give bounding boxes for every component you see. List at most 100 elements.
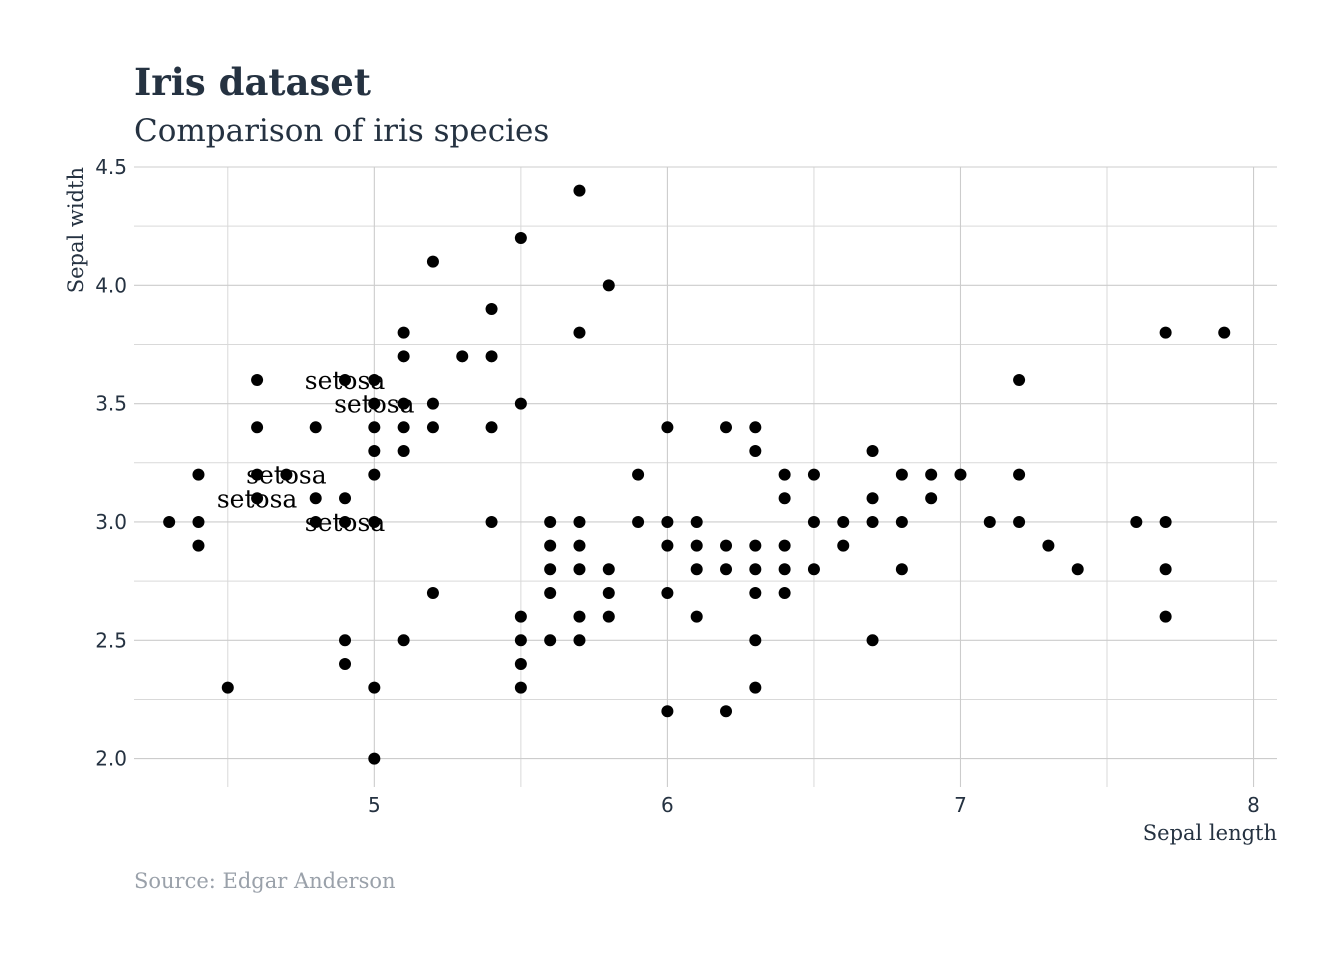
data-point <box>690 610 703 623</box>
data-point <box>309 421 322 434</box>
data-point <box>339 492 352 505</box>
data-point <box>192 468 205 481</box>
x-axis-title: Sepal length <box>1143 821 1277 845</box>
data-point <box>1013 515 1026 528</box>
data-point <box>866 515 879 528</box>
data-point <box>866 492 879 505</box>
data-point <box>866 444 879 457</box>
data-point <box>514 634 527 647</box>
data-point <box>514 657 527 670</box>
data-point <box>749 539 762 552</box>
data-point <box>397 326 410 339</box>
data-point <box>485 421 498 434</box>
data-point <box>778 586 791 599</box>
point-annotation: setosa <box>334 390 415 419</box>
data-point <box>720 563 733 576</box>
point-annotation: setosa <box>246 461 327 490</box>
data-point <box>485 515 498 528</box>
data-point <box>690 539 703 552</box>
data-point <box>544 634 557 647</box>
data-point <box>749 586 762 599</box>
chart-caption: Source: Edgar Anderson <box>134 869 396 893</box>
data-point <box>163 515 176 528</box>
point-annotation: setosa <box>305 366 386 395</box>
data-point <box>368 444 381 457</box>
data-point <box>925 468 938 481</box>
data-point <box>339 373 352 386</box>
data-point <box>954 468 967 481</box>
data-point <box>1071 563 1084 576</box>
data-point <box>339 515 352 528</box>
data-point <box>397 397 410 410</box>
data-point <box>602 279 615 292</box>
y-tick-label: 4.5 <box>95 155 127 179</box>
data-point <box>368 373 381 386</box>
data-point <box>778 468 791 481</box>
chart-subtitle: Comparison of iris species <box>134 113 549 149</box>
data-point <box>251 468 264 481</box>
data-point <box>573 610 586 623</box>
data-point <box>426 255 439 268</box>
data-point <box>983 515 996 528</box>
x-tick-label: 6 <box>661 793 674 817</box>
data-point <box>309 515 322 528</box>
data-point <box>573 326 586 339</box>
data-point <box>280 468 293 481</box>
data-point <box>192 515 205 528</box>
data-point <box>573 515 586 528</box>
data-point <box>661 421 674 434</box>
data-point <box>661 515 674 528</box>
data-point <box>690 563 703 576</box>
data-point <box>544 515 557 528</box>
data-point <box>368 397 381 410</box>
data-point <box>720 421 733 434</box>
data-point <box>837 515 850 528</box>
y-axis-title: Sepal width <box>64 167 88 293</box>
data-point <box>1159 515 1172 528</box>
data-point <box>456 350 469 363</box>
data-point <box>661 705 674 718</box>
data-point <box>749 681 762 694</box>
data-point <box>544 563 557 576</box>
data-point <box>368 515 381 528</box>
data-point <box>368 421 381 434</box>
data-point <box>661 586 674 599</box>
y-axis-tick-labels: 2.0 2.5 3.0 3.5 4.0 4.5 <box>95 155 127 771</box>
data-point <box>1042 539 1055 552</box>
data-point <box>1013 468 1026 481</box>
data-point <box>807 515 820 528</box>
data-point <box>573 184 586 197</box>
major-gridlines <box>134 166 1277 787</box>
data-point <box>807 468 820 481</box>
data-point <box>925 492 938 505</box>
data-point <box>573 634 586 647</box>
y-tick-label: 2.5 <box>95 628 127 652</box>
data-point <box>778 563 791 576</box>
data-point <box>485 350 498 363</box>
data-point <box>895 515 908 528</box>
data-point <box>573 539 586 552</box>
data-point <box>339 634 352 647</box>
data-point <box>720 705 733 718</box>
data-point <box>1159 563 1172 576</box>
data-point <box>514 681 527 694</box>
data-point <box>426 421 439 434</box>
data-point <box>749 421 762 434</box>
data-point <box>661 539 674 552</box>
data-point <box>514 231 527 244</box>
data-point <box>397 350 410 363</box>
data-point <box>632 468 645 481</box>
point-annotation: setosa <box>305 508 386 537</box>
data-point <box>1159 610 1172 623</box>
minor-gridlines <box>134 167 1277 787</box>
y-tick-label: 2.0 <box>95 747 127 771</box>
data-point <box>426 586 439 599</box>
y-tick-label: 4.0 <box>95 273 127 297</box>
data-point <box>251 373 264 386</box>
data-point <box>895 563 908 576</box>
data-point <box>544 539 557 552</box>
data-point <box>749 563 762 576</box>
x-axis-tick-labels: 5 6 7 8 <box>368 793 1260 817</box>
data-points <box>163 184 1231 765</box>
